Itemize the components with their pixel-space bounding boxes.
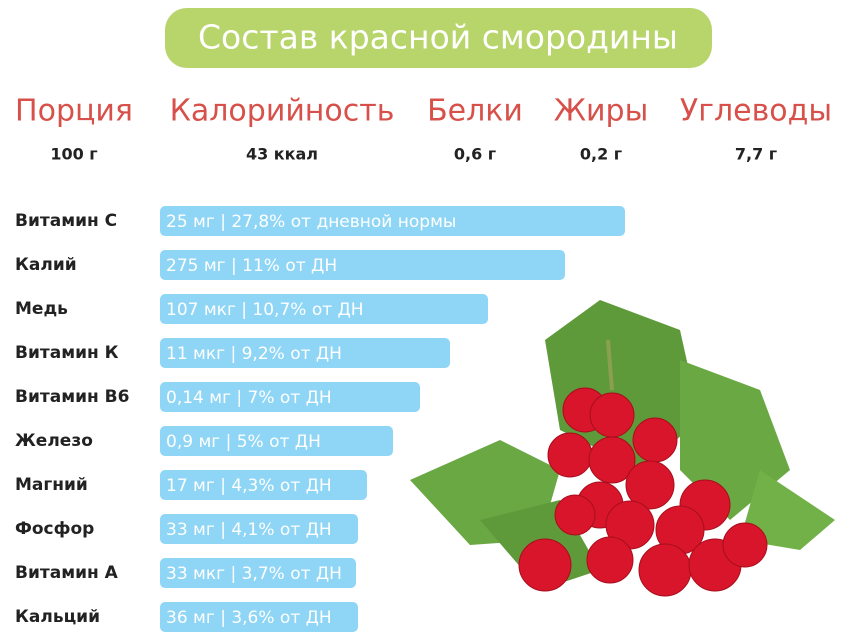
nutrient-name: Магний xyxy=(15,475,88,495)
currant-illustration xyxy=(410,300,835,597)
summary-label: Жиры xyxy=(554,94,649,129)
nutrient-name: Медь xyxy=(15,299,68,319)
summary-label: Порция xyxy=(15,94,133,129)
nutrient-label: 0,9 мг | 5% от ДН xyxy=(166,432,321,452)
nutrient-name: Калий xyxy=(15,255,77,275)
nutrient-bar xyxy=(160,514,358,544)
nutrient-bar xyxy=(160,338,450,368)
nutrient-label: 0,14 мг | 7% от ДН xyxy=(166,388,332,408)
nutrient-label: 33 мг | 4,1% от ДН xyxy=(166,520,332,540)
nutrient-bar xyxy=(160,558,356,588)
nutrient-label: 25 мг | 27,8% от дневной нормы xyxy=(166,212,456,232)
summary-value: 43 ккал xyxy=(246,145,318,164)
summary-label: Калорийность xyxy=(170,94,395,129)
summary-label: Белки xyxy=(427,94,523,129)
nutrient-label: 107 мкг | 10,7% от ДН xyxy=(166,300,364,320)
nutrient-label: 36 мг | 3,6% от ДН xyxy=(166,608,332,628)
nutrient-label: 17 мг | 4,3% от ДН xyxy=(166,476,332,496)
nutrient-bar xyxy=(160,470,367,500)
summary-label: Углеводы xyxy=(680,94,832,129)
nutrient-bar xyxy=(160,426,393,456)
summary-value: 0,6 г xyxy=(454,145,496,164)
nutrient-bar xyxy=(160,206,625,236)
nutrient-label: 33 мкг | 3,7% от ДН xyxy=(166,564,342,584)
nutrient-name: Кальций xyxy=(15,607,100,627)
nutrient-bar xyxy=(160,602,358,632)
nutrient-bar xyxy=(160,294,488,324)
title: Состав красной смородины xyxy=(198,18,678,57)
nutrient-bar xyxy=(160,382,420,412)
nutrient-name: Фосфор xyxy=(15,519,94,539)
nutrient-name: Витамин В6 xyxy=(15,387,129,407)
summary-value: 7,7 г xyxy=(735,145,777,164)
nutrient-name: Железо xyxy=(15,431,93,451)
nutrient-name: Витамин С xyxy=(15,211,117,231)
nutrient-name: Витамин А xyxy=(15,563,119,583)
nutrient-bar xyxy=(160,250,565,280)
title-pill xyxy=(165,8,712,68)
nutrient-label: 11 мкг | 9,2% от ДН xyxy=(166,344,342,364)
summary-value: 100 г xyxy=(50,145,97,164)
nutrient-name: Витамин К xyxy=(15,343,119,363)
nutrient-label: 275 мг | 11% от ДН xyxy=(166,256,337,276)
summary-value: 0,2 г xyxy=(580,145,622,164)
